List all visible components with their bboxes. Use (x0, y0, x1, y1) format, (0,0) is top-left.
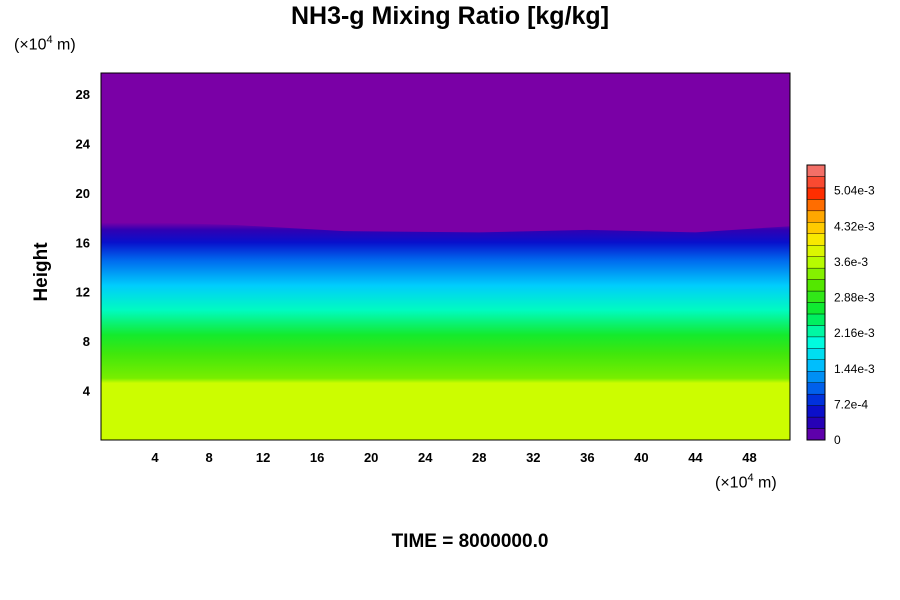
colorbar-level (806, 164, 826, 177)
time-label: TIME = 8000000.0 (391, 531, 549, 552)
colorbar-tick-label: 1.44e-3 (834, 362, 875, 376)
y-tick-label: 4 (83, 384, 91, 399)
colorbar-level (806, 245, 826, 257)
x-unit-exponent: 4 (747, 472, 754, 484)
colorbar-level (806, 428, 826, 441)
x-tick-label: 40 (634, 450, 648, 465)
plot-frame (100, 72, 791, 441)
y-tick-label: 12 (76, 285, 90, 300)
colorbar-level (806, 325, 826, 338)
colorbar-level (806, 176, 826, 189)
x-tick-label: 16 (310, 450, 324, 465)
colorbar-tick-label: 7.2e-4 (834, 397, 868, 411)
colorbar-level (806, 371, 826, 383)
colorbar-tick-label: 4.32e-3 (834, 219, 875, 233)
y-tick-label: 24 (76, 136, 91, 151)
y-axis-unit: (×104 m) (14, 34, 76, 54)
mixing-ratio-field (101, 220, 790, 440)
x-tick-label: 32 (526, 450, 540, 465)
colorbar-tick-label: 0 (834, 433, 841, 447)
colorbar-level (806, 359, 826, 372)
colorbar-level (806, 233, 826, 246)
colorbar-level (806, 199, 826, 212)
colorbar-level (806, 336, 826, 349)
colorbar-level (806, 313, 826, 326)
x-tick-label: 4 (151, 450, 159, 465)
y-unit-label: (×10 (14, 36, 47, 54)
colorbar-level (806, 256, 826, 269)
colorbar-level (806, 210, 826, 223)
colorbar-tick-label: 2.16e-3 (834, 326, 875, 340)
x-tick-label: 8 (205, 450, 212, 465)
colorbar-level (806, 416, 826, 429)
y-axis-ticks: 4 8 12 16 20 24 28 (76, 87, 91, 399)
colorbar-level (806, 222, 826, 234)
x-tick-label: 48 (742, 450, 756, 465)
x-tick-label: 28 (472, 450, 486, 465)
colorbar-level (806, 290, 826, 303)
x-tick-label: 20 (364, 450, 378, 465)
x-tick-label: 24 (418, 450, 433, 465)
x-tick-label: 36 (580, 450, 594, 465)
x-tick-label: 44 (688, 450, 703, 465)
colorbar-frame (806, 164, 826, 441)
x-unit-label: (×10 (715, 474, 748, 492)
colorbar: 0 7.2e-4 1.44e-3 2.16e-3 2.88e-3 3.6e-3 4.32e-… (806, 164, 875, 447)
colorbar-level (806, 302, 826, 315)
y-unit-exponent: 4 (46, 34, 53, 46)
colorbar-tick-label: 5.04e-3 (834, 184, 875, 198)
colorbar-level (806, 279, 826, 292)
x-axis-ticks: 4 8 12 16 20 24 28 32 36 40 44 48 (151, 450, 756, 465)
x-unit-suffix: m) (753, 474, 777, 492)
colorbar-level (806, 267, 826, 280)
colorbar-tick-label: 3.6e-3 (834, 255, 868, 269)
colorbar-level (806, 405, 826, 418)
colorbar-tick-label: 2.88e-3 (834, 291, 875, 305)
chart-title: NH3-g Mixing Ratio [kg/kg] (290, 2, 610, 30)
y-tick-label: 28 (76, 87, 90, 102)
x-tick-label: 12 (256, 450, 270, 465)
colorbar-level (806, 382, 826, 395)
y-tick-label: 20 (76, 186, 90, 201)
y-unit-suffix: m) (52, 36, 76, 54)
x-axis-unit: (×104 m) (715, 472, 777, 492)
colorbar-level (806, 348, 826, 360)
plot-area (100, 72, 791, 441)
colorbar-level (806, 393, 826, 406)
y-tick-label: 8 (83, 334, 90, 349)
colorbar-level (806, 187, 826, 200)
y-tick-label: 16 (76, 235, 90, 250)
